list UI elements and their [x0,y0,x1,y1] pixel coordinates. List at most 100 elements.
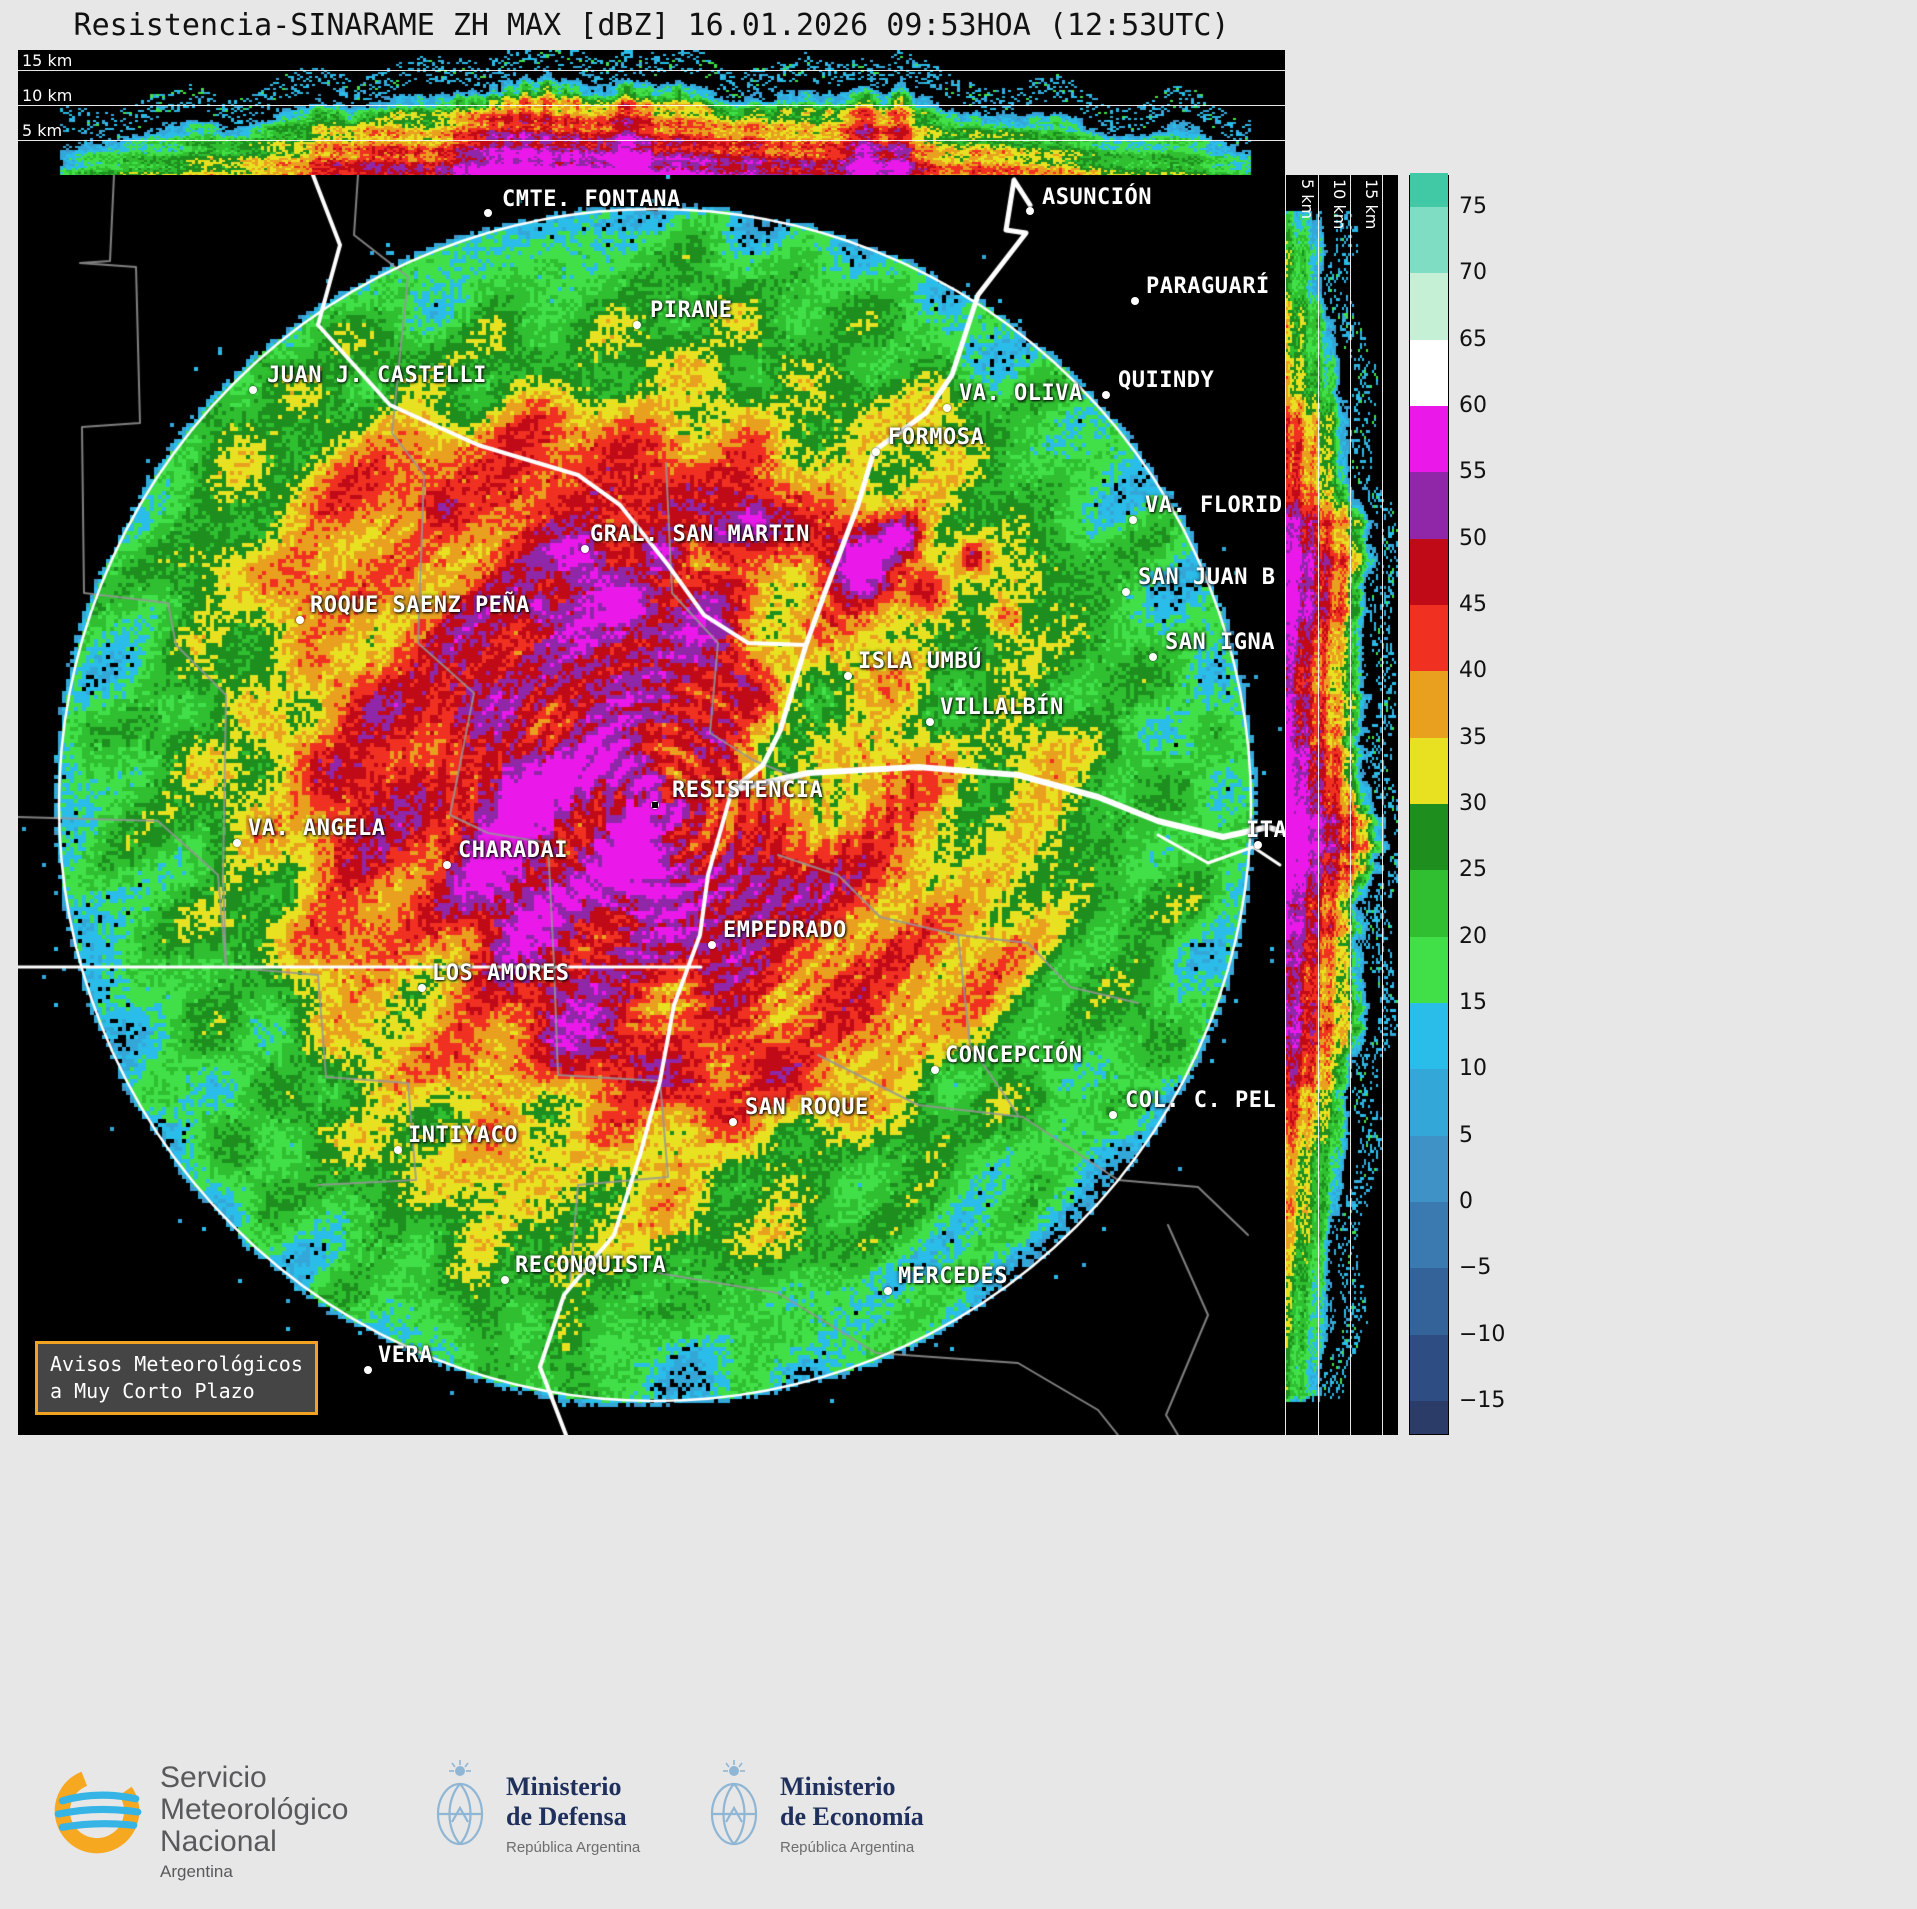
colorbar-segment [1410,1201,1448,1269]
colorbar-tick-label: −5 [1459,1255,1492,1281]
city-dot [484,209,492,217]
smn-line-2: Meteorológico [160,1793,349,1827]
economia-coat-of-arms-icon [710,1760,758,1846]
city-label: CONCEPCIÓN [945,1043,1083,1068]
colorbar-segment [1410,206,1448,274]
economia-line-1: Ministerio [780,1772,896,1801]
height-line-10km [18,105,1285,106]
cross-section-right-panel: 5 km 10 km 15 km [1286,175,1398,1435]
city-label: GRAL. SAN MARTIN [590,522,810,547]
colorbar-segment [1410,670,1448,738]
city-dot [729,1118,737,1126]
map-overlay: CMTE. FONTANA ASUNCIÓN PIRANE PARAGUARÍ JUAN… [18,175,1285,1435]
dbz-colorbar [1409,173,1449,1435]
city-label: SAN JUAN B [1138,565,1276,590]
colorbar-tick-label: 45 [1459,592,1487,618]
colorbar-tick-label: 30 [1459,791,1487,816]
city-label: ISLA UMBÚ [858,649,982,674]
city-dot [884,1287,892,1295]
city-dot [1129,516,1137,524]
city-dot [708,941,716,949]
cross-section-top-canvas [18,50,1285,175]
city-dot [1026,207,1034,215]
city-dot [926,718,934,726]
height-label-10km: 10 km [22,86,73,105]
product-title: Resistencia-SINARAME ZH MAX [dBZ] 16.01.… [73,8,1230,43]
city-label: QUIINDY [1118,368,1215,393]
city-dot [943,404,951,412]
city-label: SAN ROQUE [745,1095,869,1120]
colorbar-segment [1410,173,1448,208]
city-label: ROQUE SAENZ PEÑA [310,593,530,618]
colorbar-segment [1410,538,1448,606]
city-dot [443,861,451,869]
ministerio-economia: Ministerio de Economía República Argenti… [780,1772,924,1856]
colorbar-segment [1410,1002,1448,1070]
colorbar-tick-label: 50 [1459,525,1487,551]
economia-sub: República Argentina [780,1838,915,1856]
city-dot [1131,297,1139,305]
colorbar-segment [1410,869,1448,937]
height-label-15km: 15 km [22,51,73,70]
city-dot [1122,588,1130,596]
smn-sub: Argentina [160,1862,233,1882]
footer: Servicio Meteorológico Nacional Argentin… [0,1750,1500,1900]
colorbar-tick-label: 75 [1459,194,1487,220]
colorbar-tick-label: 15 [1459,989,1487,1015]
radar-map-panel: CMTE. FONTANA ASUNCIÓN PIRANE PARAGUARÍ JUAN… [18,175,1285,1435]
city-dot [296,616,304,624]
city-label: VA. ANGELA [248,816,386,841]
colorbar-segment [1410,737,1448,804]
ministerio-defensa: Ministerio de Defensa República Argentin… [506,1772,640,1856]
height-label-15km-v: 15 km [1362,179,1381,230]
city-label: INTIYACO [408,1123,518,1148]
city-dot [501,1276,509,1284]
city-dot [581,545,589,553]
warning-box: Avisos Meteorológicos a Muy Corto Plazo [35,1341,318,1415]
colorbar-tick-label: −10 [1459,1321,1506,1347]
colorbar-segment [1410,1267,1448,1335]
city-label: PARAGUARÍ [1146,274,1270,299]
cross-section-right-canvas [1286,175,1398,1435]
city-label: PIRANE [650,298,733,323]
city-label: CHARADAI [458,838,568,863]
height-line-5km [18,140,1285,141]
city-label: ASUNCIÓN [1042,185,1152,210]
colorbar-tick-label: 60 [1459,393,1487,419]
colorbar-segment [1410,803,1448,871]
city-label: EMPEDRADO [723,918,847,943]
colorbar-tick-label: 10 [1459,1056,1487,1082]
cross-section-top-panel: 15 km 10 km 5 km [18,50,1285,175]
colorbar-tick-label: 55 [1459,459,1487,485]
height-label-10km-v: 10 km [1330,179,1349,230]
colorbar-tick-label: 0 [1459,1188,1473,1214]
defensa-sub: República Argentina [506,1838,641,1856]
colorbar-tick-label: 40 [1459,658,1487,684]
smn-wordmark: Servicio Meteorológico Nacional Argentin… [160,1761,349,1882]
city-label: ITA [1246,818,1285,843]
smn-line-1: Servicio [160,1761,267,1794]
city-label: MERCEDES [898,1264,1008,1289]
smn-line-3: Nacional [160,1825,277,1859]
warning-line-2: a Muy Corto Plazo [50,1379,255,1403]
city-dot [364,1366,372,1374]
colorbar-tick-label: 70 [1459,260,1487,286]
radar-site-marker [652,802,658,808]
city-dot [1109,1111,1117,1119]
city-label: FORMOSA [888,425,985,450]
city-dot [1254,841,1262,849]
city-label: RECONQUISTA [515,1253,667,1278]
colorbar-segment [1410,1333,1448,1401]
city-dot [872,448,880,456]
city-label: COL. C. PEL [1125,1088,1277,1113]
colorbar-segment [1410,339,1448,407]
city-dot [418,984,426,992]
colorbar-tick-label: 5 [1459,1122,1473,1148]
colorbar-segment [1410,405,1448,473]
city-dot [1149,653,1157,661]
city-dot [931,1066,939,1074]
colorbar-segment [1410,471,1448,539]
colorbar-tick-label: 20 [1459,923,1487,949]
city-label: VERA [378,1343,433,1368]
